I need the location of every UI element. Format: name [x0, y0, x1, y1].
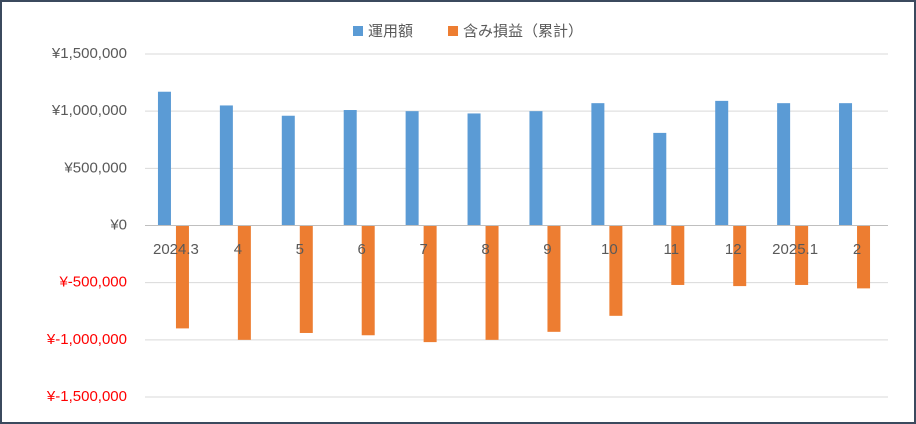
bar [157, 91, 171, 226]
bar [299, 225, 313, 333]
y-tick-label: ¥-500,000 [58, 274, 127, 291]
y-tick-label: ¥1,500,000 [51, 45, 127, 62]
bar [671, 225, 685, 285]
bar [653, 132, 667, 226]
legend-label: 含み損益（累計） [463, 23, 583, 40]
x-tick-label: 2024.3 [153, 241, 199, 258]
x-tick-label: 4 [234, 241, 242, 258]
bar [547, 225, 561, 332]
x-tick-label: 9 [543, 241, 551, 258]
bar [343, 110, 357, 226]
bar [281, 115, 295, 226]
bar [591, 103, 605, 226]
y-tick-label: ¥500,000 [63, 159, 127, 176]
bar [361, 225, 375, 336]
bar [405, 111, 419, 226]
x-tick-label: 5 [296, 241, 304, 258]
x-tick-label: 2025.1 [772, 241, 818, 258]
y-tick-label: ¥1,000,000 [51, 102, 127, 119]
bar [219, 105, 233, 226]
legend-label: 運用額 [368, 23, 413, 40]
bar [715, 100, 729, 226]
x-tick-label: 10 [601, 241, 618, 258]
bar [839, 103, 853, 226]
legend-swatch [448, 26, 459, 36]
x-tick-label: 7 [419, 241, 427, 258]
bar [795, 225, 809, 285]
x-tick-label: 11 [664, 241, 680, 258]
y-tick-label: ¥-1,500,000 [46, 388, 127, 405]
x-tick-label: 8 [481, 241, 489, 258]
bar [733, 225, 747, 287]
bar [237, 225, 251, 340]
bar [529, 111, 543, 226]
bar [609, 225, 623, 316]
bar [175, 225, 189, 329]
y-tick-label: ¥0 [109, 216, 127, 233]
bar [857, 225, 871, 289]
x-tick-label: 6 [358, 241, 366, 258]
bar [485, 225, 499, 340]
legend-swatch [353, 26, 363, 36]
y-tick-label: ¥-1,000,000 [46, 331, 127, 348]
x-tick-label: 2 [853, 241, 861, 258]
bar [423, 225, 437, 343]
bar [467, 113, 481, 226]
bar [777, 103, 791, 226]
x-tick-label: 12 [725, 241, 742, 258]
